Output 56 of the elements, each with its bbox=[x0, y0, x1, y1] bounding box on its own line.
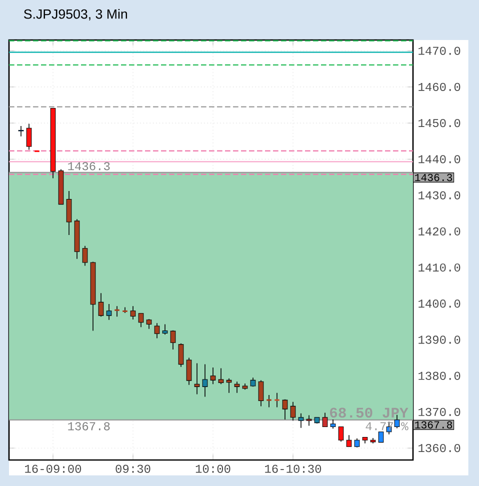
candlestick bbox=[162, 324, 168, 336]
candlestick bbox=[130, 306, 136, 320]
x-tick-label: 09:30 bbox=[116, 464, 150, 473]
candlestick bbox=[26, 123, 32, 150]
candlestick bbox=[346, 434, 352, 448]
candlestick bbox=[282, 398, 288, 420]
candlestick bbox=[170, 330, 176, 350]
candlestick bbox=[98, 292, 104, 318]
x-tick-label: 16-10:30 bbox=[265, 464, 322, 473]
candlestick bbox=[210, 367, 216, 385]
y-tick-label: 1440.0 bbox=[418, 155, 460, 164]
candlestick bbox=[106, 304, 112, 320]
y-tick-label: 1450.0 bbox=[418, 118, 460, 128]
y-tick-label: 1410.0 bbox=[418, 263, 460, 272]
y-tick-label: 1360.0 bbox=[418, 444, 460, 452]
y-tick-label: 1380.0 bbox=[418, 372, 460, 380]
annotation: 1436.3 bbox=[68, 162, 110, 170]
x-tick-label: 16-09:00 bbox=[25, 464, 82, 473]
ref-line-label: 1367.8 bbox=[415, 421, 452, 428]
y-tick-label: 1470.0 bbox=[418, 46, 460, 55]
candlestick bbox=[114, 306, 120, 318]
candlestick bbox=[338, 426, 344, 442]
candlestick bbox=[306, 414, 312, 426]
candlestick bbox=[146, 318, 152, 330]
candlestick bbox=[82, 245, 88, 266]
y-tick-label: 1390.0 bbox=[418, 336, 460, 344]
candlestick bbox=[202, 364, 208, 398]
candlestick bbox=[154, 322, 160, 339]
candlestick bbox=[290, 401, 296, 422]
candlestick bbox=[186, 357, 192, 386]
candlestick bbox=[258, 380, 264, 407]
x-tick-label: 10:00 bbox=[196, 464, 230, 473]
candlestick bbox=[378, 431, 384, 443]
candlestick bbox=[178, 342, 184, 368]
candlestick bbox=[266, 394, 272, 408]
y-tick-label: 1430.0 bbox=[418, 191, 460, 200]
annotation: 1367.8 bbox=[68, 422, 110, 430]
ref-line-label: 1436.3 bbox=[415, 174, 452, 182]
candlestick bbox=[298, 413, 304, 428]
candlestick bbox=[122, 306, 128, 314]
y-tick-label: 1460.0 bbox=[418, 82, 460, 92]
candlestick bbox=[194, 362, 200, 395]
y-tick-label: 1370.0 bbox=[418, 408, 460, 416]
candlestick bbox=[66, 190, 72, 236]
candlestick bbox=[274, 392, 280, 408]
chart-title: S.JPJ9503, 3 Min bbox=[24, 8, 127, 20]
candlestick bbox=[354, 438, 360, 448]
candlestick bbox=[218, 368, 224, 385]
candlestick bbox=[138, 312, 144, 328]
candlestick bbox=[330, 419, 336, 429]
y-tick-label: 1420.0 bbox=[418, 227, 460, 236]
candlestick bbox=[234, 381, 240, 394]
candlestick bbox=[18, 126, 24, 137]
y-tick-label: 1400.0 bbox=[418, 300, 460, 308]
candlestick bbox=[322, 412, 328, 428]
annotation: 68.50 JPY bbox=[330, 408, 408, 418]
